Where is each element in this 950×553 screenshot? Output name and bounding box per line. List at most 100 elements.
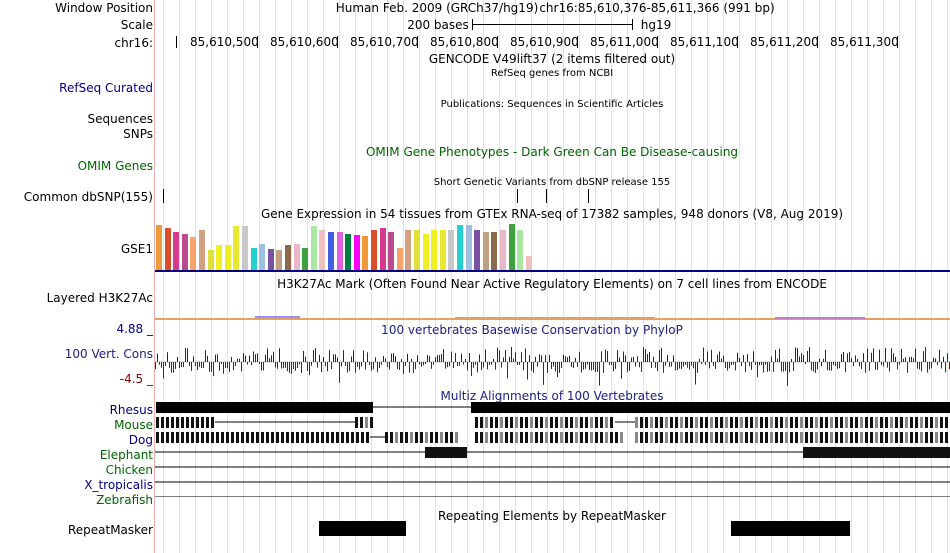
dbsnp-track-label[interactable]: Common dbSNP(155) <box>23 190 153 204</box>
gtex-tissue-bar[interactable] <box>276 250 283 270</box>
grid-line <box>739 0 740 553</box>
gtex-tissue-bar[interactable] <box>310 226 317 270</box>
gtex-tissue-bar[interactable] <box>319 230 326 270</box>
gtex-tissue-bar[interactable] <box>465 225 472 270</box>
gtex-tissue-bar[interactable] <box>517 230 524 270</box>
species-label-zebrafish[interactable]: Zebrafish <box>96 493 153 507</box>
gtex-tissue-bar[interactable] <box>156 225 162 270</box>
gtex-tissue-bar[interactable] <box>199 230 205 270</box>
gtex-tissue-bar[interactable] <box>508 224 515 270</box>
repeatmasker-track-label[interactable]: RepeatMasker <box>67 523 153 537</box>
species-label-rhesus[interactable]: Rhesus <box>109 403 153 417</box>
window-position-label: Window Position <box>55 1 153 15</box>
gtex-tissue-bar[interactable] <box>431 230 438 270</box>
grid-line <box>323 0 324 553</box>
grid-line <box>355 0 356 553</box>
species-label-elephant[interactable]: Elephant <box>99 448 153 462</box>
grid-line <box>291 0 292 553</box>
grid-line <box>611 0 612 553</box>
gtex-tissue-bar[interactable] <box>388 232 395 270</box>
species-label-x_tropicalis[interactable]: X_tropicalis <box>84 478 153 492</box>
dbsnp-variant[interactable] <box>163 189 164 203</box>
gtex-tissue-bar[interactable] <box>336 232 343 270</box>
gtex-tissue-bar[interactable] <box>482 232 489 270</box>
grid-line <box>867 0 868 553</box>
grid-line <box>307 0 308 553</box>
ruler-tick <box>337 36 338 48</box>
snps-track-label[interactable]: SNPs <box>123 127 153 141</box>
repeat-element[interactable] <box>731 521 850 536</box>
gtex-tissue-bar[interactable] <box>250 248 257 270</box>
gtex-tissue-bar[interactable] <box>293 244 300 270</box>
ruler-tick <box>176 36 177 48</box>
omim-track-label[interactable]: OMIM Genes <box>77 159 153 173</box>
sequences-track-label[interactable]: Sequences <box>87 112 153 126</box>
gtex-tissue-bar[interactable] <box>285 245 291 270</box>
gtex-tissue-bar[interactable] <box>448 230 455 270</box>
grid-line <box>195 0 196 553</box>
gtex-tissue-bar[interactable] <box>345 234 352 270</box>
gtex-tissue-bar[interactable] <box>457 225 463 270</box>
gencode-track-title[interactable]: GENCODE V49lift37 (2 items filtered out) <box>428 52 676 66</box>
dbsnp-variant[interactable] <box>588 189 589 203</box>
ruler-tick-label: 85,610,900 <box>510 35 579 49</box>
ruler-tick-label: 85,610,700 <box>350 35 419 49</box>
gtex-track-label[interactable]: GSE1 <box>120 242 153 256</box>
grid-line <box>531 0 532 553</box>
gtex-tissue-bar[interactable] <box>500 230 506 270</box>
gtex-tissue-bar[interactable] <box>328 232 334 270</box>
phylop-track-label[interactable]: 100 Vert. Cons <box>64 347 153 361</box>
grid-line <box>227 0 228 553</box>
gtex-tissue-bar[interactable] <box>242 226 248 270</box>
grid-line <box>931 0 932 553</box>
dbsnp-variant[interactable] <box>546 189 547 203</box>
gtex-tissue-bar[interactable] <box>362 236 369 270</box>
gtex-tissue-bar[interactable] <box>405 230 412 270</box>
grid-line <box>499 0 500 553</box>
gtex-tissue-bar[interactable] <box>302 248 309 270</box>
grid-line <box>451 0 452 553</box>
gtex-tissue-bar[interactable] <box>379 228 386 270</box>
dbsnp-variant[interactable] <box>517 189 518 203</box>
gtex-tissue-bar[interactable] <box>164 228 171 270</box>
gtex-tissue-bar[interactable] <box>267 249 274 270</box>
gtex-tissue-bar[interactable] <box>422 234 429 270</box>
grid-line <box>723 0 724 553</box>
ruler-tick <box>737 36 738 48</box>
grid-line <box>259 0 260 553</box>
gtex-tissue-bar[interactable] <box>173 232 180 270</box>
gtex-tissue-bar[interactable] <box>474 230 481 270</box>
h3k27ac-track-title: H3K27Ac Mark (Often Found Near Active Re… <box>277 277 827 291</box>
gtex-tissue-bar[interactable] <box>439 230 446 270</box>
h3k27ac-track-label[interactable]: Layered H3K27Ac <box>46 291 153 305</box>
grid-line <box>691 0 692 553</box>
multiz-alignments[interactable] <box>155 402 950 497</box>
grid-line <box>419 0 420 553</box>
gtex-tissue-bar[interactable] <box>371 230 377 270</box>
gtex-tissue-bar[interactable] <box>233 226 240 270</box>
ruler-tick <box>817 36 818 48</box>
refseq-track-label[interactable]: RefSeq Curated <box>59 81 153 95</box>
gtex-tissue-bar[interactable] <box>207 250 214 270</box>
gtex-tissue-bar[interactable] <box>525 256 532 270</box>
species-label-mouse[interactable]: Mouse <box>114 418 153 432</box>
ruler-tick-label: 85,610,500 <box>190 35 259 49</box>
gtex-tissue-bar[interactable] <box>259 244 266 270</box>
phylop-min: -4.5 _ <box>119 372 153 386</box>
gtex-tissue-bar[interactable] <box>353 235 360 270</box>
ruler-tick-label: 85,611,300 <box>830 35 899 49</box>
gtex-tissue-bar[interactable] <box>396 248 403 270</box>
species-label-chicken[interactable]: Chicken <box>105 463 153 477</box>
gtex-tissue-bar[interactable] <box>181 234 188 270</box>
grid-line <box>915 0 916 553</box>
publications-track-title[interactable]: Publications: Sequences in Scientific Ar… <box>440 99 664 110</box>
gtex-tissue-bar[interactable] <box>491 232 498 270</box>
gtex-tissue-bar[interactable] <box>224 245 231 270</box>
gtex-tissue-bar[interactable] <box>190 237 197 270</box>
gtex-tissue-bar[interactable] <box>216 245 223 270</box>
ruler-tick <box>897 36 898 48</box>
repeat-element[interactable] <box>319 521 406 536</box>
assembly-name: Human Feb. 2009 (GRCh37/hg19) <box>335 1 539 15</box>
gtex-tissue-bar[interactable] <box>414 230 420 270</box>
species-label-dog[interactable]: Dog <box>128 433 153 447</box>
